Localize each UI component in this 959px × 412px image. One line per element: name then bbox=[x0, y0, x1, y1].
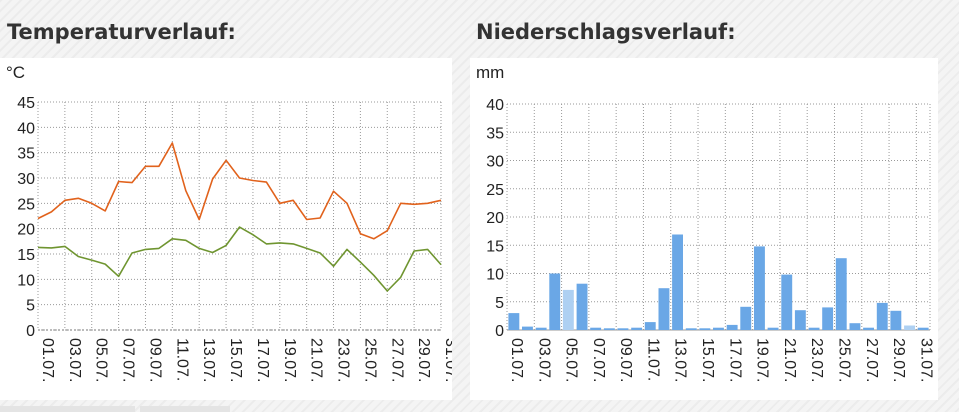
bar bbox=[917, 327, 929, 330]
footer-tab bbox=[0, 406, 135, 412]
bar bbox=[644, 322, 656, 330]
bar bbox=[699, 328, 711, 330]
bar bbox=[617, 328, 629, 330]
y-tick-label: 25 bbox=[486, 182, 504, 199]
x-tick-label: 07.07. bbox=[590, 338, 607, 382]
y-tick-label: 35 bbox=[17, 146, 35, 163]
bar bbox=[685, 328, 697, 330]
y-tick-label: 10 bbox=[17, 272, 35, 289]
precipitation-chart: mm 0 5 10 15 20 25 30 35 40 01.07. 03.07. 05.07. 07.0… bbox=[470, 58, 938, 400]
y-tick-label: 0 bbox=[26, 323, 35, 340]
bar bbox=[904, 325, 915, 330]
x-tick-label: 11.07. bbox=[173, 338, 190, 381]
bar bbox=[835, 258, 847, 330]
y-tick-label: 40 bbox=[17, 120, 35, 137]
x-tick-label: 09.07. bbox=[146, 338, 163, 382]
y-tick-label: 45 bbox=[17, 95, 35, 112]
y-tick-label: 15 bbox=[486, 238, 504, 255]
x-tick-label: 15.07. bbox=[699, 338, 716, 382]
y-tick-label: 5 bbox=[26, 298, 35, 315]
y-tick-label: 0 bbox=[495, 323, 504, 340]
bar bbox=[794, 310, 806, 330]
y-tick-label: 35 bbox=[486, 125, 504, 142]
x-tick-label: 17.07. bbox=[726, 338, 743, 382]
y-tick-label: 5 bbox=[495, 295, 504, 312]
x-tick-label: 05.07. bbox=[563, 338, 580, 382]
y-tick-label: 30 bbox=[486, 154, 504, 171]
x-tick-label: 31.07. bbox=[442, 338, 452, 382]
x-tick-label: 25.07. bbox=[361, 338, 378, 382]
temperature-chart: °C 0 5 10 15 20 25 30 35 40 45 01.07. 03.07. 05.07. 07… bbox=[0, 58, 452, 400]
x-tick-label: 01.07. bbox=[508, 338, 525, 382]
x-tick-label: 25.07. bbox=[835, 338, 852, 382]
bar bbox=[631, 327, 643, 330]
bar bbox=[849, 323, 861, 330]
bar bbox=[603, 328, 615, 330]
bar bbox=[754, 246, 765, 330]
y-tick-label: 10 bbox=[486, 267, 504, 284]
y-tick-label: 15 bbox=[17, 247, 35, 264]
bar bbox=[590, 327, 602, 330]
temperature-chart-title: Temperaturverlauf: bbox=[7, 20, 236, 44]
x-tick-label: 21.07. bbox=[781, 338, 798, 382]
bar bbox=[863, 327, 874, 330]
precipitation-chart-svg: mm 0 5 10 15 20 25 30 35 40 01.07. 03.07. 05.07. 07.0… bbox=[476, 63, 934, 382]
x-tick-label: 19.07. bbox=[281, 338, 298, 382]
x-tick-label: 13.07. bbox=[200, 338, 217, 382]
series-line-1 bbox=[37, 142, 442, 240]
bar bbox=[658, 288, 670, 330]
bar bbox=[713, 327, 724, 330]
x-tick-label: 27.07. bbox=[863, 338, 880, 382]
y-tick-label: 30 bbox=[17, 171, 35, 188]
y-axis-unit-label: mm bbox=[476, 63, 504, 82]
bar bbox=[740, 306, 752, 330]
y-tick-label: 20 bbox=[486, 210, 504, 227]
x-tick-label: 27.07. bbox=[388, 338, 405, 382]
temperature-chart-svg: °C 0 5 10 15 20 25 30 35 40 45 01.07. 03.07. 05.07. 07… bbox=[6, 63, 452, 382]
x-tick-label: 13.07. bbox=[672, 338, 689, 382]
bar bbox=[876, 302, 888, 330]
bar bbox=[781, 274, 793, 330]
bar bbox=[767, 327, 779, 330]
bar bbox=[726, 324, 738, 330]
x-tick-label: 17.07. bbox=[254, 338, 271, 382]
x-tick-label: 29.07. bbox=[415, 338, 432, 382]
x-tick-label: 01.07. bbox=[39, 338, 56, 382]
bar bbox=[562, 289, 574, 330]
x-tick-label: 07.07. bbox=[120, 338, 137, 382]
bar bbox=[808, 327, 820, 330]
bar bbox=[508, 313, 520, 330]
bar bbox=[890, 310, 902, 330]
x-tick-label: 05.07. bbox=[93, 338, 110, 382]
x-tick-label: 09.07. bbox=[617, 338, 634, 382]
y-tick-label: 25 bbox=[17, 196, 35, 213]
x-tick-label: 31.07. bbox=[917, 338, 934, 382]
x-tick-label: 21.07. bbox=[308, 338, 325, 382]
x-tick-label: 03.07. bbox=[66, 338, 83, 382]
y-tick-label: 40 bbox=[486, 97, 504, 114]
x-tick-label: 23.07. bbox=[808, 338, 825, 382]
series-line-2 bbox=[37, 226, 442, 292]
bar bbox=[822, 307, 834, 330]
bar bbox=[672, 234, 683, 330]
x-tick-label: 11.07. bbox=[644, 338, 661, 381]
x-tick-label: 15.07. bbox=[227, 338, 244, 382]
bar bbox=[576, 283, 588, 330]
x-tick-label: 23.07. bbox=[335, 338, 352, 382]
precipitation-chart-title: Niederschlagsverlauf: bbox=[476, 20, 736, 44]
y-tick-label: 20 bbox=[17, 222, 35, 239]
bar bbox=[522, 326, 533, 330]
x-tick-label: 19.07. bbox=[754, 338, 771, 382]
bar bbox=[535, 327, 547, 330]
footer-tab bbox=[140, 406, 230, 412]
bar bbox=[549, 273, 561, 330]
x-tick-label: 29.07. bbox=[890, 338, 907, 382]
x-tick-label: 03.07. bbox=[535, 338, 552, 382]
y-axis-unit-label: °C bbox=[6, 63, 25, 82]
